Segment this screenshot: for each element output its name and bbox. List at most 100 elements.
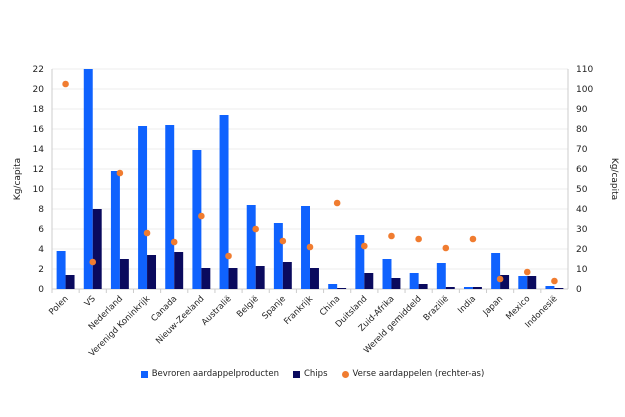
- point-fresh: [388, 232, 395, 240]
- y-tick-label: 14: [33, 145, 45, 155]
- y-tick-label: 2: [38, 265, 44, 275]
- bar-frozen: [409, 273, 419, 289]
- legend-swatch: [341, 370, 349, 378]
- bar-chips: [282, 262, 292, 289]
- y-right-tick-label: 100: [576, 85, 593, 95]
- y-tick-label: 12: [33, 165, 44, 175]
- bar-chips: [472, 287, 482, 289]
- bar-frozen: [56, 251, 66, 289]
- bar-chips: [65, 275, 75, 289]
- bar-chips: [174, 252, 184, 289]
- legend-item-chips: Chips: [293, 369, 328, 379]
- y-tick-label: 0: [38, 285, 44, 295]
- bar-chips: [92, 209, 102, 289]
- bar-chips: [554, 288, 564, 289]
- bar-frozen: [328, 284, 338, 289]
- bar-chips: [201, 268, 211, 289]
- y-right-tick-label: 50: [576, 185, 588, 195]
- y-right-tick-label: 10: [576, 265, 588, 275]
- bar-frozen: [246, 205, 256, 289]
- bar-frozen: [165, 125, 175, 289]
- y-right-tick-label: 30: [576, 225, 588, 235]
- x-tick-label: Polen: [47, 294, 70, 317]
- y-right-tick-label: 20: [576, 245, 588, 255]
- legend-item-frozen: Bevroren aardappelproducten: [140, 369, 279, 379]
- bar-frozen: [219, 115, 229, 289]
- point-fresh: [198, 212, 205, 220]
- bar-frozen: [491, 253, 501, 289]
- point-fresh: [143, 229, 151, 237]
- x-tick-label: Brazilië: [422, 294, 451, 323]
- legend-label: Verse aardappelen (rechter-as): [352, 369, 485, 379]
- y-tick-label: 8: [38, 205, 44, 215]
- y-right-tick-label: 40: [576, 205, 588, 215]
- point-fresh: [551, 277, 558, 285]
- point-fresh: [469, 235, 477, 243]
- x-tick-label: België: [235, 294, 261, 320]
- legend: Bevroren aardappelproducten Chips Verse …: [0, 369, 625, 379]
- point-fresh: [252, 225, 259, 233]
- bar-frozen: [355, 235, 365, 289]
- bar-chips: [391, 278, 401, 289]
- bar-chips: [337, 288, 347, 289]
- bar-chips: [445, 287, 455, 289]
- bar-chips: [255, 266, 265, 289]
- x-tick-label: VS: [83, 294, 98, 309]
- point-fresh: [306, 243, 314, 251]
- y-right-tick-label: 90: [576, 105, 588, 115]
- bar-frozen: [382, 259, 392, 289]
- point-fresh: [116, 169, 124, 177]
- point-fresh: [496, 275, 504, 283]
- bar-frozen: [436, 263, 446, 289]
- bar-chips: [228, 268, 238, 289]
- bar-frozen: [110, 171, 120, 289]
- bar-chips: [147, 255, 157, 289]
- point-fresh: [442, 244, 450, 252]
- legend-label: Chips: [304, 369, 328, 379]
- y-right-tick-label: 0: [576, 285, 582, 295]
- legend-label: Bevroren aardappelproducten: [151, 369, 279, 379]
- y-right-tick-label: 60: [576, 165, 588, 175]
- x-tick-label: Frankrijk: [282, 294, 315, 327]
- point-fresh: [225, 252, 232, 260]
- y-tick-label: 18: [33, 105, 45, 115]
- y-axis-title: Kg/capita: [13, 158, 23, 200]
- x-tick-label: Nieuw-Zeeland: [154, 294, 206, 346]
- point-fresh: [333, 199, 341, 207]
- x-tick-label: Australië: [200, 294, 234, 328]
- y-right-tick-label: 110: [576, 65, 593, 75]
- x-tick-label: Japan: [481, 294, 506, 319]
- legend-swatch: [140, 370, 148, 378]
- bar-chips: [500, 275, 510, 289]
- bar-frozen: [301, 206, 310, 289]
- bar-frozen: [273, 223, 283, 289]
- bar-frozen: [83, 69, 93, 289]
- y-tick-label: 20: [33, 85, 45, 95]
- x-tick-label: China: [318, 294, 342, 318]
- y-tick-label: 16: [33, 125, 45, 135]
- y-tick-label: 10: [33, 185, 45, 195]
- y-tick-label: 6: [38, 225, 44, 235]
- y-right-axis-title: Kg/capita: [609, 158, 619, 200]
- point-fresh: [279, 237, 287, 245]
- legend-swatch: [293, 370, 300, 378]
- bar-chips: [527, 276, 537, 289]
- x-tick-label: India: [456, 294, 478, 316]
- y-tick-label: 22: [33, 65, 44, 75]
- bar-chips: [119, 259, 129, 289]
- bar-frozen: [192, 150, 202, 289]
- point-fresh: [170, 238, 178, 246]
- point-fresh: [89, 258, 97, 266]
- bar-chips: [364, 273, 374, 289]
- bar-frozen: [463, 287, 473, 289]
- point-fresh: [523, 268, 531, 276]
- point-fresh: [361, 242, 368, 250]
- y-right-tick-label: 80: [576, 125, 588, 135]
- y-right-tick-label: 70: [576, 145, 588, 155]
- legend-item-fresh: Verse aardappelen (rechter-as): [341, 369, 485, 379]
- bar-frozen: [518, 276, 528, 289]
- bar-frozen: [545, 286, 555, 289]
- bar-frozen: [138, 126, 148, 289]
